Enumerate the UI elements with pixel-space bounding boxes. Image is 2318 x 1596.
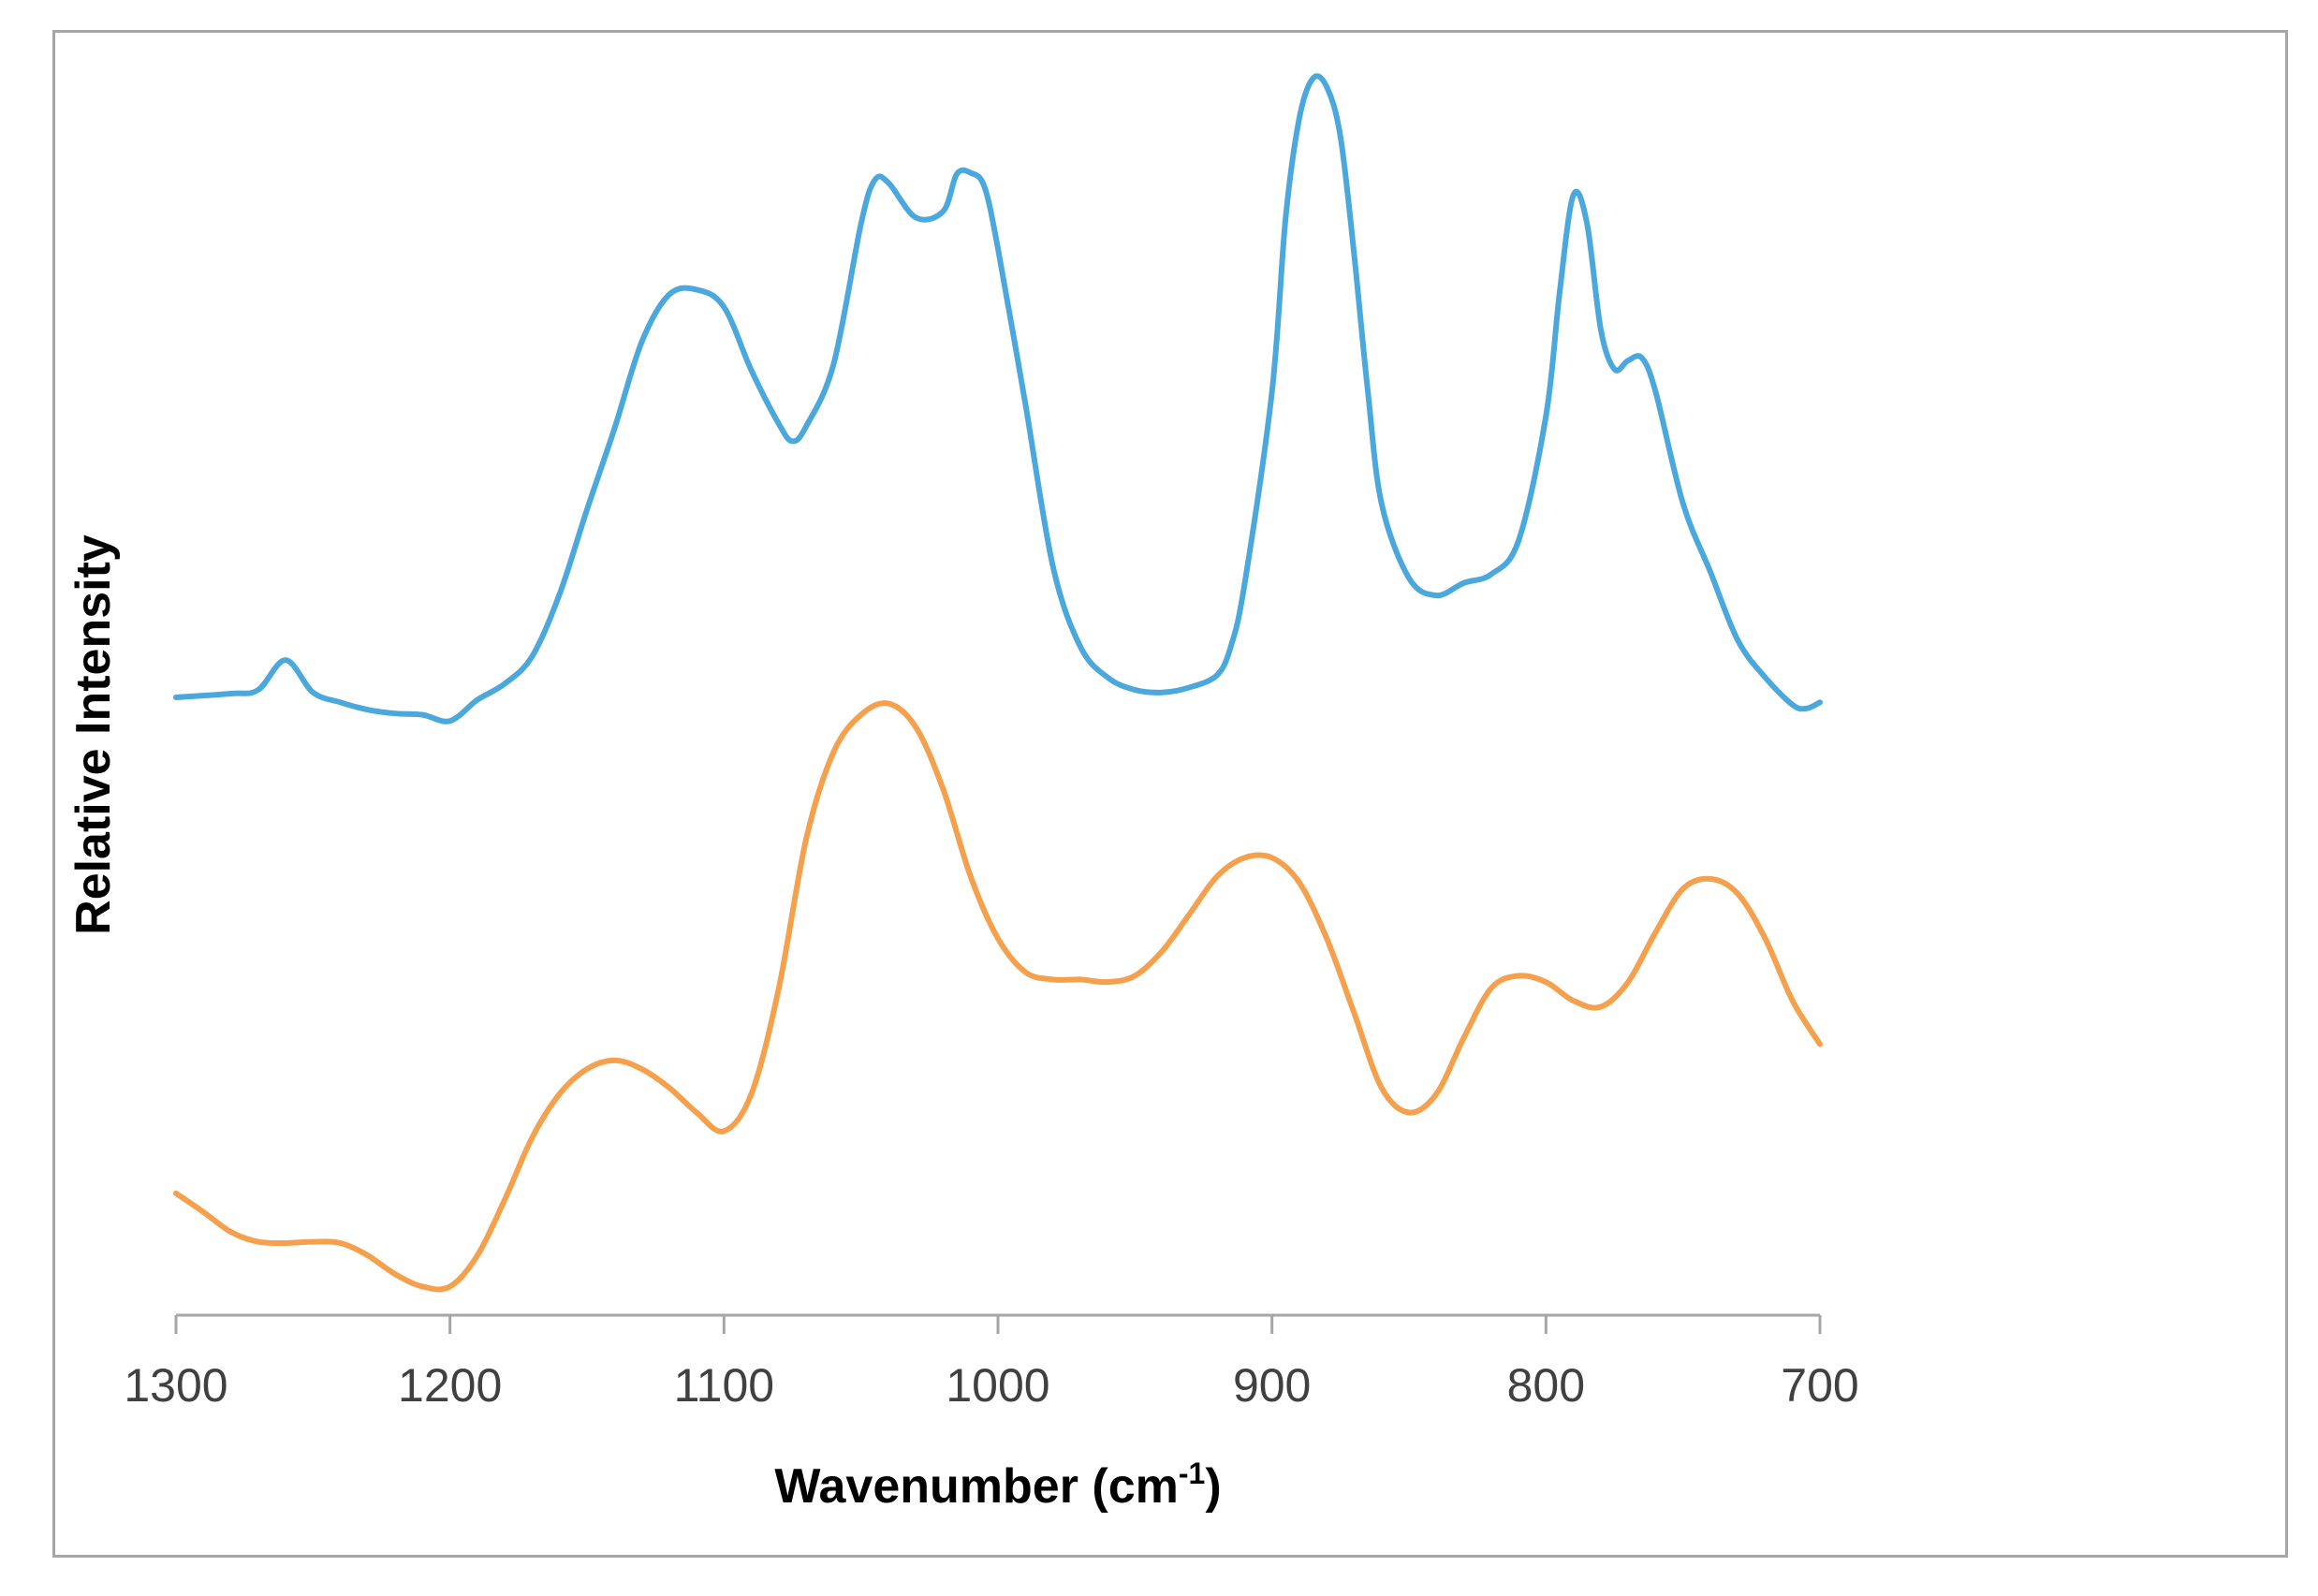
- x-axis-title-suffix: ): [1205, 1459, 1221, 1514]
- series-line-1: [173, 73, 1823, 725]
- spectrum-chart: 1300 1200 1100 1000 900 800 700 Wavenumber (cm…: [66, 73, 1859, 1514]
- x-tick-label: 900: [1233, 1359, 1311, 1412]
- x-tick-label: 1300: [124, 1359, 227, 1412]
- series-line-2: [173, 700, 1823, 1293]
- series-layer: [173, 73, 1823, 1293]
- x-axis-title-superscript: -1: [1179, 1457, 1205, 1490]
- x-tick-label: 800: [1507, 1359, 1585, 1412]
- x-tick-label: 1000: [946, 1359, 1049, 1412]
- x-axis-ticks: 1300 1200 1100 1000 900 800 700: [124, 1315, 1859, 1412]
- x-tick-label: 1200: [398, 1359, 502, 1412]
- x-axis-title-main: Wavenumber (cm: [774, 1459, 1179, 1514]
- x-axis-title: Wavenumber (cm-1): [774, 1457, 1221, 1514]
- chart-frame: 1300 1200 1100 1000 900 800 700 Wavenumber (cm…: [52, 30, 2288, 1558]
- x-tick-label: 700: [1781, 1359, 1858, 1412]
- x-tick-label: 1100: [674, 1359, 775, 1412]
- y-axis-title: Relative Intensity: [66, 534, 121, 935]
